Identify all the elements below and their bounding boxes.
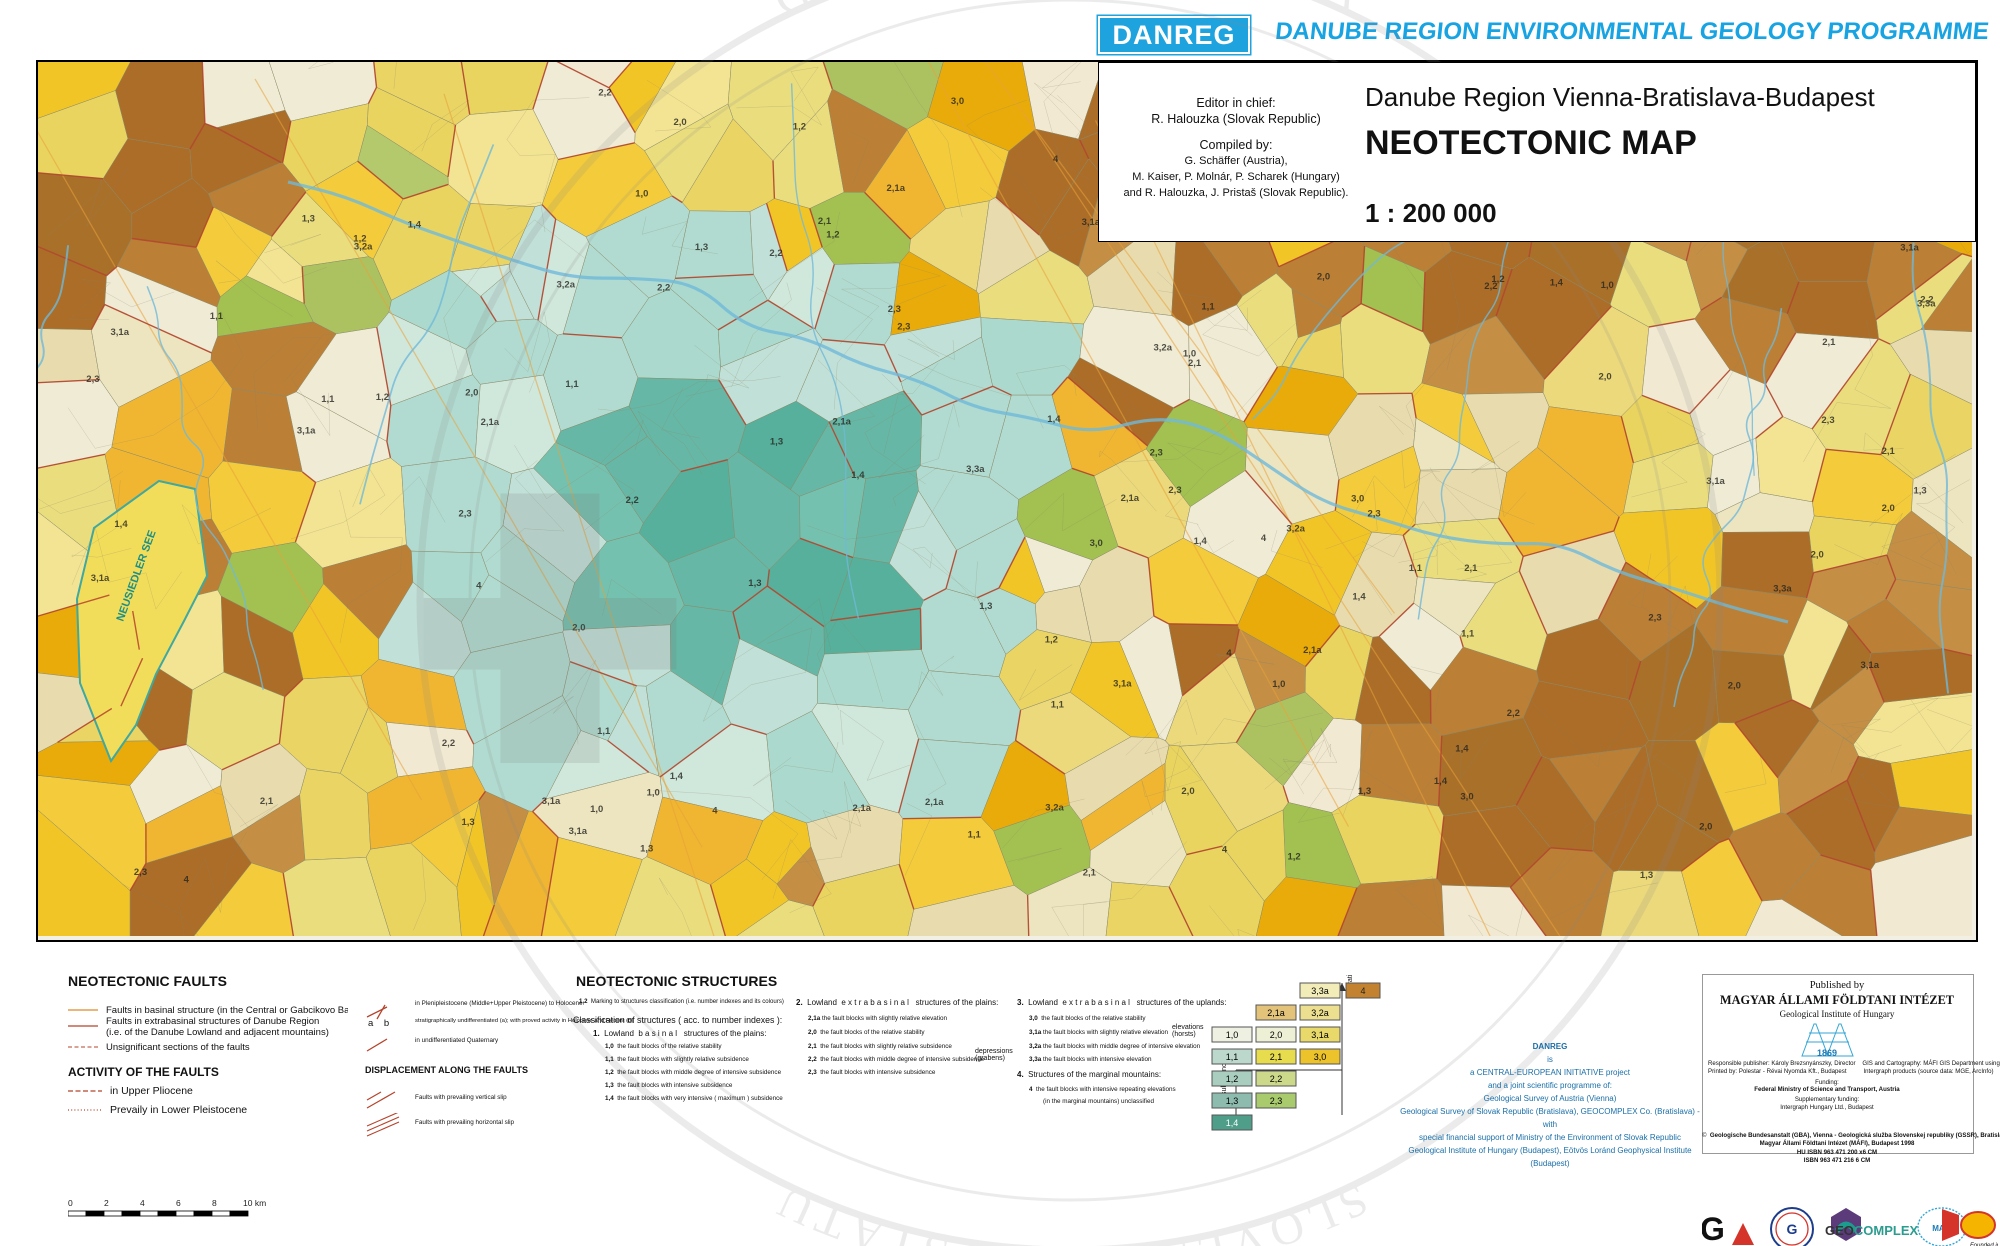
svg-text:Faults in extrabasinal structu: Faults in extrabasinal structures of Dan… [106, 1016, 319, 1027]
svg-text:2,3: 2,3 [1270, 1096, 1283, 1106]
svg-text:1,0: 1,0 [1226, 1030, 1239, 1040]
svg-text:G: G [1702, 1211, 1725, 1246]
svg-text:4: 4 [1360, 986, 1365, 996]
svg-text:1,3: 1,3 [1226, 1096, 1239, 1106]
svg-text:1,4: 1,4 [1226, 1118, 1239, 1128]
svg-text:2: 2 [104, 1198, 109, 1208]
svg-text:0: 0 [68, 1198, 73, 1208]
svg-text:6: 6 [176, 1198, 181, 1208]
svg-text:Faults in basinal structure (i: Faults in basinal structure (in the Cent… [106, 1005, 348, 1016]
svg-text:3,2a: 3,2a [1311, 1008, 1329, 1018]
svg-text:Prevaily in Lower Pleistocene: Prevaily in Lower Pleistocene [110, 1104, 247, 1116]
svg-text:2,0: 2,0 [1270, 1030, 1283, 1040]
svg-text:10 km: 10 km [243, 1198, 266, 1208]
svg-text:Unsignificant sections of the: Unsignificant sections of the faults [106, 1042, 250, 1053]
svg-text:2,1: 2,1 [1270, 1052, 1283, 1062]
svg-text:1,2: 1,2 [1226, 1074, 1239, 1084]
svg-text:4: 4 [140, 1198, 145, 1208]
svg-text:3,1a: 3,1a [1311, 1030, 1329, 1040]
svg-text:(i.e. of the Danube Lowland an: (i.e. of the Danube Lowland and adjacent… [106, 1027, 329, 1038]
svg-text:G: G [1787, 1221, 1798, 1237]
svg-text:3,0: 3,0 [1314, 1052, 1327, 1062]
svg-text:1869: 1869 [1817, 1048, 1837, 1058]
svg-text:1,1: 1,1 [1226, 1052, 1239, 1062]
svg-text:in Upper Pliocene: in Upper Pliocene [110, 1085, 193, 1097]
svg-text:3,3a: 3,3a [1311, 986, 1329, 996]
svg-text:2,1a: 2,1a [1267, 1008, 1285, 1018]
svg-text:8: 8 [212, 1198, 217, 1208]
svg-text:2,2: 2,2 [1270, 1074, 1283, 1084]
